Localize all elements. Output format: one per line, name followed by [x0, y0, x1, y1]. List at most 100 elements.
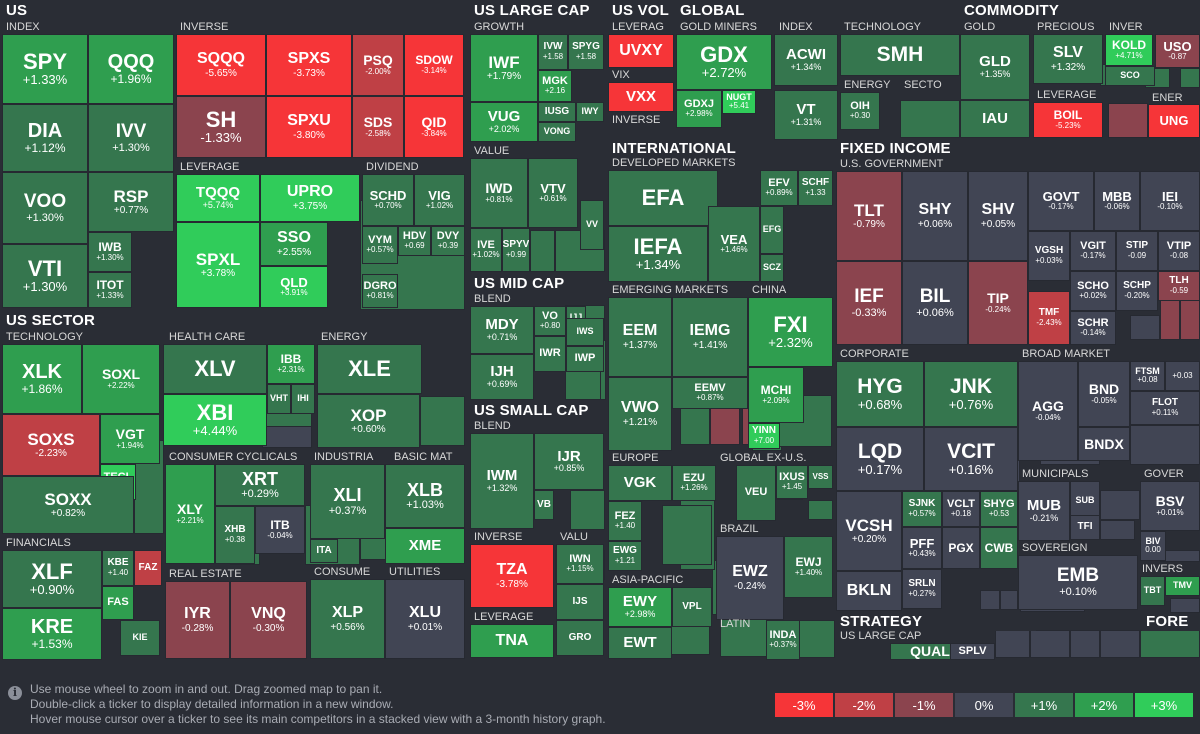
ticker-tile-xhb[interactable]: XHB +0.38	[215, 506, 255, 564]
ticker-tile-vig[interactable]: VIG +1.02%	[414, 174, 465, 226]
ticker-tile-iwf[interactable]: IWF +1.79%	[470, 34, 538, 102]
ticker-tile-iwn[interactable]: IWN +1.15%	[556, 544, 604, 584]
ticker-tile-xlv[interactable]: XLV	[163, 344, 267, 394]
ticker-tile-voo[interactable]: VOO +1.30%	[2, 172, 88, 244]
ticker-tile-spyv[interactable]: SPYV +0.99	[502, 228, 530, 272]
ticker-tile-sso[interactable]: SSO +2.55%	[260, 222, 328, 266]
ticker-tile-govt[interactable]: GOVT -0.17%	[1028, 171, 1094, 231]
ticker-tile-iwp[interactable]: IWP	[566, 346, 604, 372]
ticker-tile-xli[interactable]: XLI +0.37%	[310, 464, 385, 539]
ticker-tile-efg[interactable]: EFG	[760, 206, 784, 254]
unlabeled-tile[interactable]	[1100, 630, 1140, 658]
ticker-tile-gro[interactable]: GRO	[556, 620, 604, 656]
ticker-tile-ibb[interactable]: IBB +2.31%	[267, 344, 315, 384]
ticker-tile-psq[interactable]: PSQ -2.00%	[352, 34, 404, 96]
ticker-tile-tfi[interactable]: TFI	[1070, 515, 1100, 540]
ticker-tile-inda[interactable]: INDA +0.37%	[766, 620, 800, 660]
ticker-tile-vgsh[interactable]: VGSH +0.03%	[1028, 231, 1070, 281]
ticker-tile-mdy[interactable]: MDY +0.71%	[470, 306, 534, 354]
ticker-tile-sco[interactable]: SCO	[1105, 66, 1155, 86]
ticker-tile-vgk[interactable]: VGK	[608, 465, 672, 501]
ticker-tile-rsp[interactable]: RSP +0.77%	[88, 172, 174, 232]
ticker-tile-eemv[interactable]: EEMV +0.87%	[672, 377, 748, 409]
ticker-tile-agg[interactable]: AGG -0.04%	[1018, 361, 1078, 461]
ticker-tile-soxs[interactable]: SOXS -2.23%	[2, 414, 100, 476]
ticker-tile-xle[interactable]: XLE	[317, 344, 422, 394]
ticker-tile-scho[interactable]: SCHO +0.02%	[1070, 271, 1116, 311]
ticker-tile-gdxj[interactable]: GDXJ +2.98%	[676, 90, 722, 128]
ticker-tile-kie[interactable]: KIE	[120, 620, 160, 656]
ticker-tile-sjnk[interactable]: SJNK +0.57%	[902, 491, 942, 527]
ticker-tile-ewg[interactable]: EWG +1.21	[608, 541, 642, 571]
ticker-tile-faz[interactable]: FAZ	[134, 550, 162, 586]
ticker-tile-ihi[interactable]: IHI	[291, 384, 315, 414]
ticker-tile-ijr[interactable]: IJR +0.85%	[534, 433, 604, 490]
ticker-tile-kold[interactable]: KOLD +4.71%	[1105, 34, 1153, 66]
ticker-tile-mub[interactable]: MUB -0.21%	[1018, 481, 1070, 541]
ticker-tile-ezu[interactable]: EZU +1.26%	[672, 465, 716, 501]
ticker-tile-cwb[interactable]: CWB	[980, 527, 1018, 569]
ticker-tile-xrt[interactable]: XRT +0.29%	[215, 464, 305, 506]
ticker-tile-efa[interactable]: EFA	[608, 170, 718, 226]
ticker-tile-tna[interactable]: TNA	[470, 624, 554, 658]
ticker-tile-xlp[interactable]: XLP +0.56%	[310, 579, 385, 659]
ticker-tile-dvy[interactable]: DVY +0.39	[431, 226, 465, 256]
ticker-tile-tmv[interactable]: TMV	[1165, 576, 1200, 596]
ticker-tile-ftsm2[interactable]: +0.03	[1165, 361, 1200, 391]
ticker-tile-vpl[interactable]: VPL	[672, 587, 712, 627]
ticker-tile-hyg[interactable]: HYG +0.68%	[836, 361, 924, 427]
ticker-tile-slv[interactable]: SLV +1.32%	[1033, 34, 1103, 84]
ticker-tile-xlf[interactable]: XLF +0.90%	[2, 550, 102, 608]
ticker-tile-pgx[interactable]: PGX	[942, 527, 980, 569]
unlabeled-tile[interactable]	[1130, 425, 1200, 465]
ticker-tile-vong[interactable]: VONG	[538, 122, 576, 142]
ticker-tile-ivv[interactable]: IVV +1.30%	[88, 104, 174, 172]
ticker-tile-iws[interactable]: IWS	[566, 318, 604, 346]
ticker-tile-fez[interactable]: FEZ +1.40	[608, 501, 642, 541]
ticker-tile-dia[interactable]: DIA +1.12%	[2, 104, 88, 172]
unlabeled-tile[interactable]	[1100, 490, 1140, 520]
ticker-tile-tip[interactable]: TIP -0.24%	[968, 261, 1028, 345]
ticker-tile-itb[interactable]: ITB -0.04%	[255, 506, 305, 554]
ticker-tile-vwo[interactable]: VWO +1.21%	[608, 377, 672, 451]
ticker-tile-spxu[interactable]: SPXU -3.80%	[266, 96, 352, 158]
ticker-tile-vnq[interactable]: VNQ -0.30%	[230, 581, 307, 659]
ticker-tile-spy[interactable]: SPY +1.33%	[2, 34, 88, 104]
ticker-tile-schd[interactable]: SCHD +0.70%	[362, 174, 414, 226]
ticker-tile-iau[interactable]: IAU	[960, 100, 1030, 138]
ticker-tile-vt[interactable]: VT +1.31%	[774, 90, 838, 140]
ticker-tile-spxl[interactable]: SPXL +3.78%	[176, 222, 260, 308]
ticker-tile-tmf[interactable]: TMF -2.43%	[1028, 291, 1070, 345]
ticker-tile-tbt[interactable]: TBT	[1140, 576, 1165, 606]
ticker-tile-schf[interactable]: SCHF +1.33	[798, 170, 833, 206]
ticker-tile-sdow[interactable]: SDOW -3.14%	[404, 34, 464, 96]
ticker-tile-uvxy[interactable]: UVXY	[608, 34, 674, 68]
unlabeled-tile[interactable]	[1100, 520, 1135, 540]
ticker-tile-ewy[interactable]: EWY +2.98%	[608, 587, 672, 627]
ticker-tile-srln[interactable]: SRLN +0.27%	[902, 569, 942, 609]
ticker-tile-kre[interactable]: KRE +1.53%	[2, 608, 102, 660]
ticker-tile-vug[interactable]: VUG +2.02%	[470, 102, 538, 142]
ticker-tile-iwm[interactable]: IWM +1.32%	[470, 433, 534, 529]
unlabeled-tile[interactable]	[1160, 300, 1180, 340]
ticker-tile-mbb[interactable]: MBB -0.06%	[1094, 171, 1140, 231]
ticker-tile-sds[interactable]: SDS -2.58%	[352, 96, 404, 158]
ticker-tile-ivw[interactable]: IVW +1.58	[538, 34, 568, 70]
ticker-tile-sh[interactable]: SH -1.33%	[176, 96, 266, 158]
ticker-tile-pff[interactable]: PFF +0.43%	[902, 527, 942, 569]
ticker-tile-schr[interactable]: SCHR -0.14%	[1070, 311, 1116, 345]
ticker-tile-ief[interactable]: IEF -0.33%	[836, 261, 902, 345]
ticker-tile-xly[interactable]: XLY +2.21%	[165, 464, 215, 564]
unlabeled-tile[interactable]	[530, 230, 555, 272]
ticker-tile-lqd[interactable]: LQD +0.17%	[836, 427, 924, 491]
ticker-tile-stip[interactable]: STIP -0.09	[1116, 231, 1158, 271]
ticker-tile-efv[interactable]: EFV +0.89%	[760, 170, 798, 206]
ticker-tile-smh[interactable]: SMH	[840, 34, 960, 76]
ticker-tile-iwy[interactable]: IWY	[576, 102, 604, 122]
ticker-tile-splv[interactable]: SPLV	[950, 643, 995, 660]
unlabeled-tile[interactable]	[1180, 300, 1200, 340]
ticker-tile-eem[interactable]: EEM +1.37%	[608, 297, 672, 377]
ticker-tile-itot[interactable]: ITOT +1.33%	[88, 272, 132, 308]
ticker-tile-ewz[interactable]: EWZ -0.24%	[716, 536, 784, 620]
ticker-tile-uso[interactable]: USO -0.87	[1155, 34, 1200, 68]
